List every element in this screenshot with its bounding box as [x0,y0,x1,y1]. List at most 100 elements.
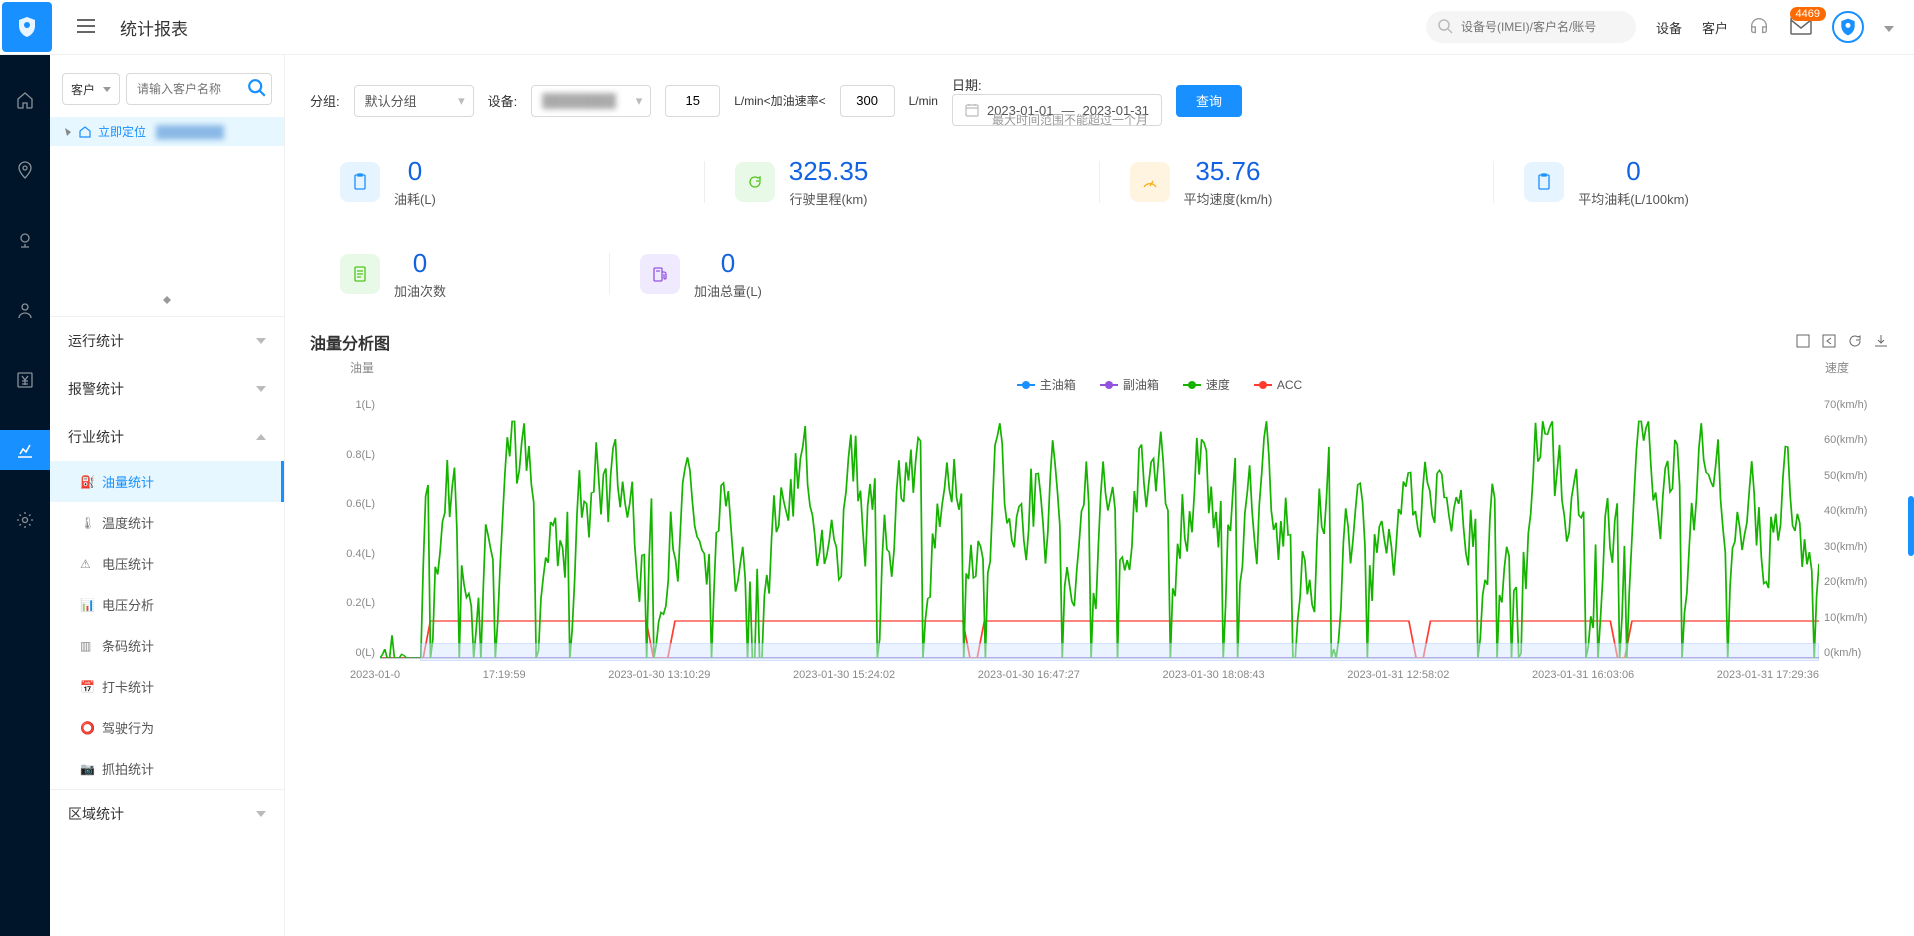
stat-card: 35.76 平均速度(km/h) [1100,146,1495,218]
tree-locate-label: 立即定位 [98,123,146,140]
zoom-icon [1795,333,1811,349]
chart-tool-refresh[interactable] [1847,333,1863,352]
legend-marker [1017,384,1035,386]
query-button[interactable]: 查询 [1176,85,1242,117]
global-search [1426,11,1636,43]
legend-main-tank[interactable]: 主油箱 [1017,376,1076,393]
device-label: 设备: [488,91,518,110]
nav-location[interactable] [0,150,50,190]
y-axis-left: 1(L)0.8(L)0.6(L)0.4(L)0.2(L)0(L) [310,399,375,659]
menu-run-stats[interactable]: 运行统计 [50,317,284,365]
submenu-barcode[interactable]: ▥条码统计 [50,625,284,666]
chevron-down-icon: ▾ [636,93,643,109]
yen-icon [16,371,34,389]
search-icon [248,79,266,97]
device-select[interactable]: ████████▾ [531,85,651,117]
stat-icon [340,254,380,294]
chart-area: 1(L)0.8(L)0.6(L)0.4(L)0.2(L)0(L) 70(km/h… [310,399,1889,689]
stat-label: 加油次数 [394,281,446,300]
customer-link[interactable]: 客户 [1702,18,1728,37]
chevron-down-icon: ▾ [458,93,465,109]
calendar-icon: 📅 [80,680,94,694]
stat-icon [735,162,775,202]
menu-alarm-stats[interactable]: 报警统计 [50,365,284,413]
chevron-down-icon [256,338,266,344]
main-content: 分组: 默认分组▾ 设备: ████████▾ L/min<加油速率< L/mi… [285,55,1914,936]
menu-toggle-button[interactable] [77,19,95,36]
support-icon[interactable] [1748,15,1770,40]
submenu-temp[interactable]: 🌡温度统计 [50,502,284,543]
stat-icon [1130,162,1170,202]
x-axis: 2023-01-017:19:592023-01-30 13:10:292023… [350,669,1819,681]
legend-speed[interactable]: 速度 [1183,376,1230,393]
mail-badge: 4469 [1790,7,1826,21]
sidebar: 客户 立即定位 ████████ 运行统计 报警统计 [50,55,285,936]
chart-tool-zoom[interactable] [1795,333,1811,352]
rate-max-input[interactable] [840,85,895,117]
mail-button[interactable]: 4469 [1790,17,1812,38]
stat-card: 0 平均油耗(L/100km) [1494,146,1889,218]
submenu-driving[interactable]: ⭕驾驶行为 [50,707,284,748]
submenu-oil[interactable]: ⛽油量统计 [50,461,284,502]
resize-handle[interactable] [147,296,187,304]
menu-industry-stats[interactable]: 行业统计 [50,413,284,461]
shield-icon [1838,17,1858,37]
tree-locate-blur: ████████ [156,125,224,139]
menu-region-stats[interactable]: 区域统计 [50,789,284,838]
y-axis-right: 70(km/h)60(km/h)50(km/h)40(km/h)30(km/h)… [1824,399,1889,659]
rate-min-input[interactable] [665,85,720,117]
chart-icon [16,441,34,459]
pin-icon [16,161,34,179]
chevron-down-icon [103,87,111,92]
stats-row-1: 0 油耗(L) 325.35 行驶里程(km) 35.76 平均速度(km/h)… [310,146,1889,218]
customer-type-select[interactable]: 客户 [62,73,120,105]
stat-card: 0 加油总量(L) [610,238,910,310]
bars-icon: 📊 [80,598,94,612]
refresh-icon [1847,333,1863,349]
global-search-input[interactable] [1426,11,1636,43]
legend-marker [1183,384,1201,386]
submenu-volt-analysis[interactable]: 📊电压分析 [50,584,284,625]
submenu-capture[interactable]: 📷抓拍统计 [50,748,284,789]
nav-settings[interactable] [0,500,50,540]
app-logo[interactable] [2,2,52,52]
legend-acc[interactable]: ACC [1254,376,1302,393]
search-icon [1438,19,1453,37]
legend-marker [1100,384,1118,386]
nav-camera[interactable] [0,220,50,260]
stat-card: 0 加油次数 [310,238,610,310]
chart-title: 油量分析图 [310,330,390,354]
chart-tool-zoom-back[interactable] [1821,333,1837,352]
nav-home[interactable] [0,80,50,120]
chart-plot[interactable] [380,399,1819,659]
caret-right-icon [64,128,72,136]
stat-value: 0 [1578,156,1689,187]
tree-locate-row[interactable]: 立即定位 ████████ [50,117,284,146]
hamburger-icon [77,19,95,33]
stat-card: 0 油耗(L) [310,146,705,218]
stat-label: 加油总量(L) [694,281,762,300]
chart-tool-download[interactable] [1873,333,1889,352]
nav-finance[interactable] [0,360,50,400]
filter-bar: 分组: 默认分组▾ 设备: ████████▾ L/min<加油速率< L/mi… [310,75,1889,126]
user-avatar[interactable] [1832,11,1864,43]
submenu-checkin[interactable]: 📅打卡统计 [50,666,284,707]
user-icon [16,301,34,319]
page-title: 统计报表 [120,15,188,40]
calendar-icon [965,103,979,117]
nav-rail [0,55,50,936]
chevron-down-icon [256,811,266,817]
legend-aux-tank[interactable]: 副油箱 [1100,376,1159,393]
camera-icon [16,231,34,249]
chart-legend: 主油箱 副油箱 速度 ACC [310,376,1889,393]
user-dropdown-caret[interactable] [1884,20,1894,35]
nav-reports[interactable] [0,430,50,470]
customer-search-button[interactable] [248,79,266,100]
nav-user[interactable] [0,290,50,330]
device-link[interactable]: 设备 [1656,18,1682,37]
submenu-volt[interactable]: ⚠电压统计 [50,543,284,584]
scrollbar-thumb[interactable] [1908,496,1914,556]
chart-brush[interactable] [420,643,1819,661]
group-select[interactable]: 默认分组▾ [354,85,474,117]
chart-toolbar [1795,333,1889,352]
